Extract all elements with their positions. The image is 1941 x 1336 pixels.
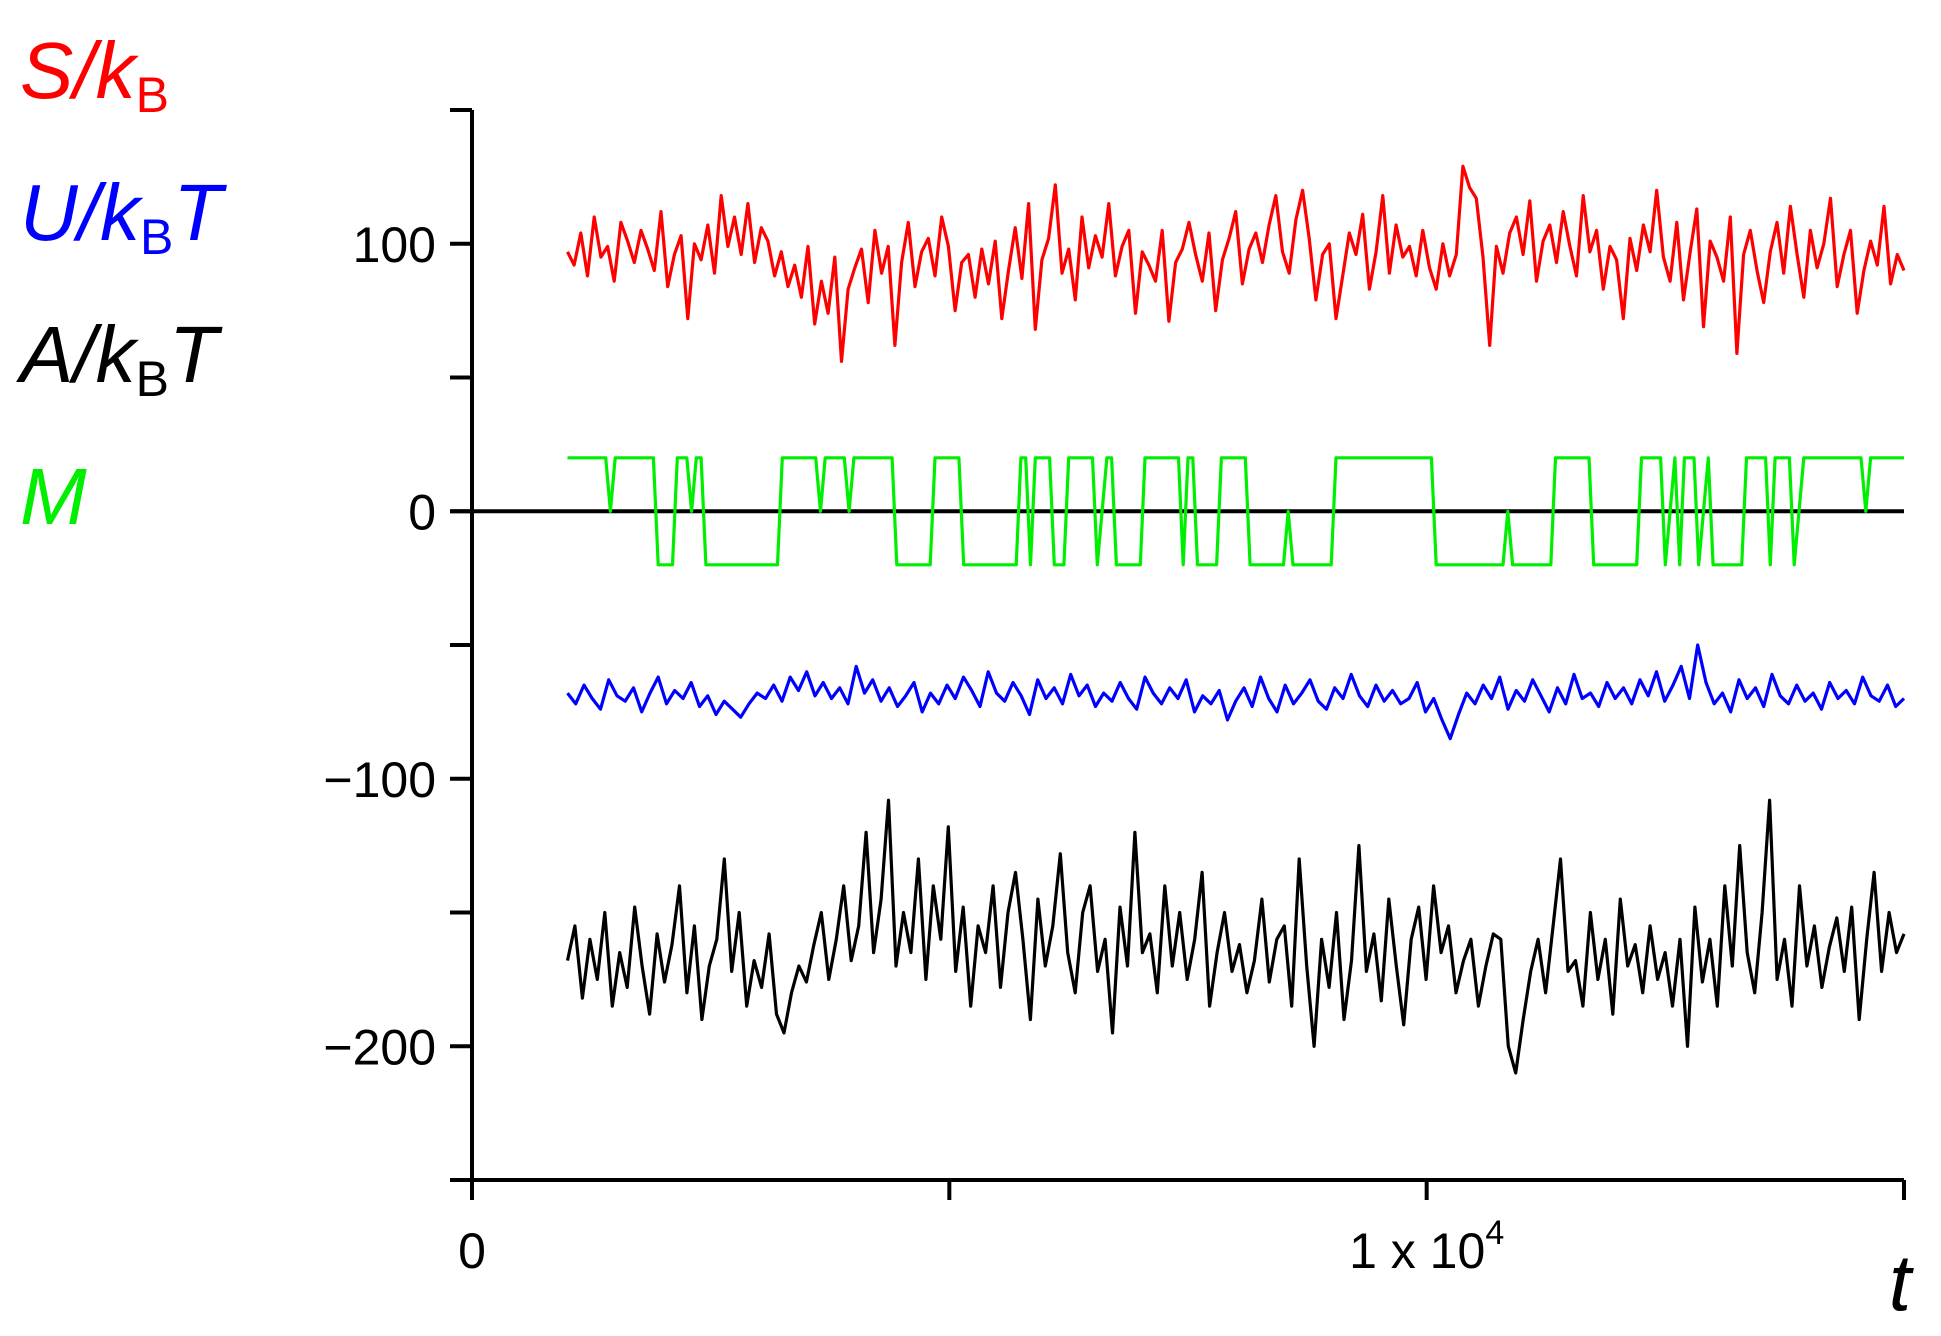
legend-entry-u-over-kbt: U/kBT xyxy=(20,168,227,265)
axes xyxy=(450,108,1906,1200)
y-tick-label: −200 xyxy=(323,1019,436,1075)
series-line-0 xyxy=(566,164,1906,363)
x-tick-label: 0 xyxy=(458,1223,486,1279)
legend: S/kB U/kBT A/kBT M xyxy=(16,26,227,541)
y-tick-label: 0 xyxy=(408,484,436,540)
y-tick-label: −100 xyxy=(323,752,436,808)
x-tick-label: 1 x 104 xyxy=(1349,1214,1504,1279)
x-axis-label: t xyxy=(1889,1238,1914,1327)
legend-entry-a-over-kbt: A/kBT xyxy=(16,310,223,407)
series-line-1 xyxy=(566,643,1906,741)
legend-entry-m: M xyxy=(20,452,87,541)
series-line-2 xyxy=(565,798,1906,1075)
series-line-3 xyxy=(567,456,1904,567)
legend-entry-s-over-kb: S/kB xyxy=(20,26,169,123)
tick-labels: 100 0 −100 −200 0 1 x 104 xyxy=(323,217,1504,1279)
y-tick-label: 100 xyxy=(353,217,436,273)
series-layer xyxy=(565,164,1906,1075)
